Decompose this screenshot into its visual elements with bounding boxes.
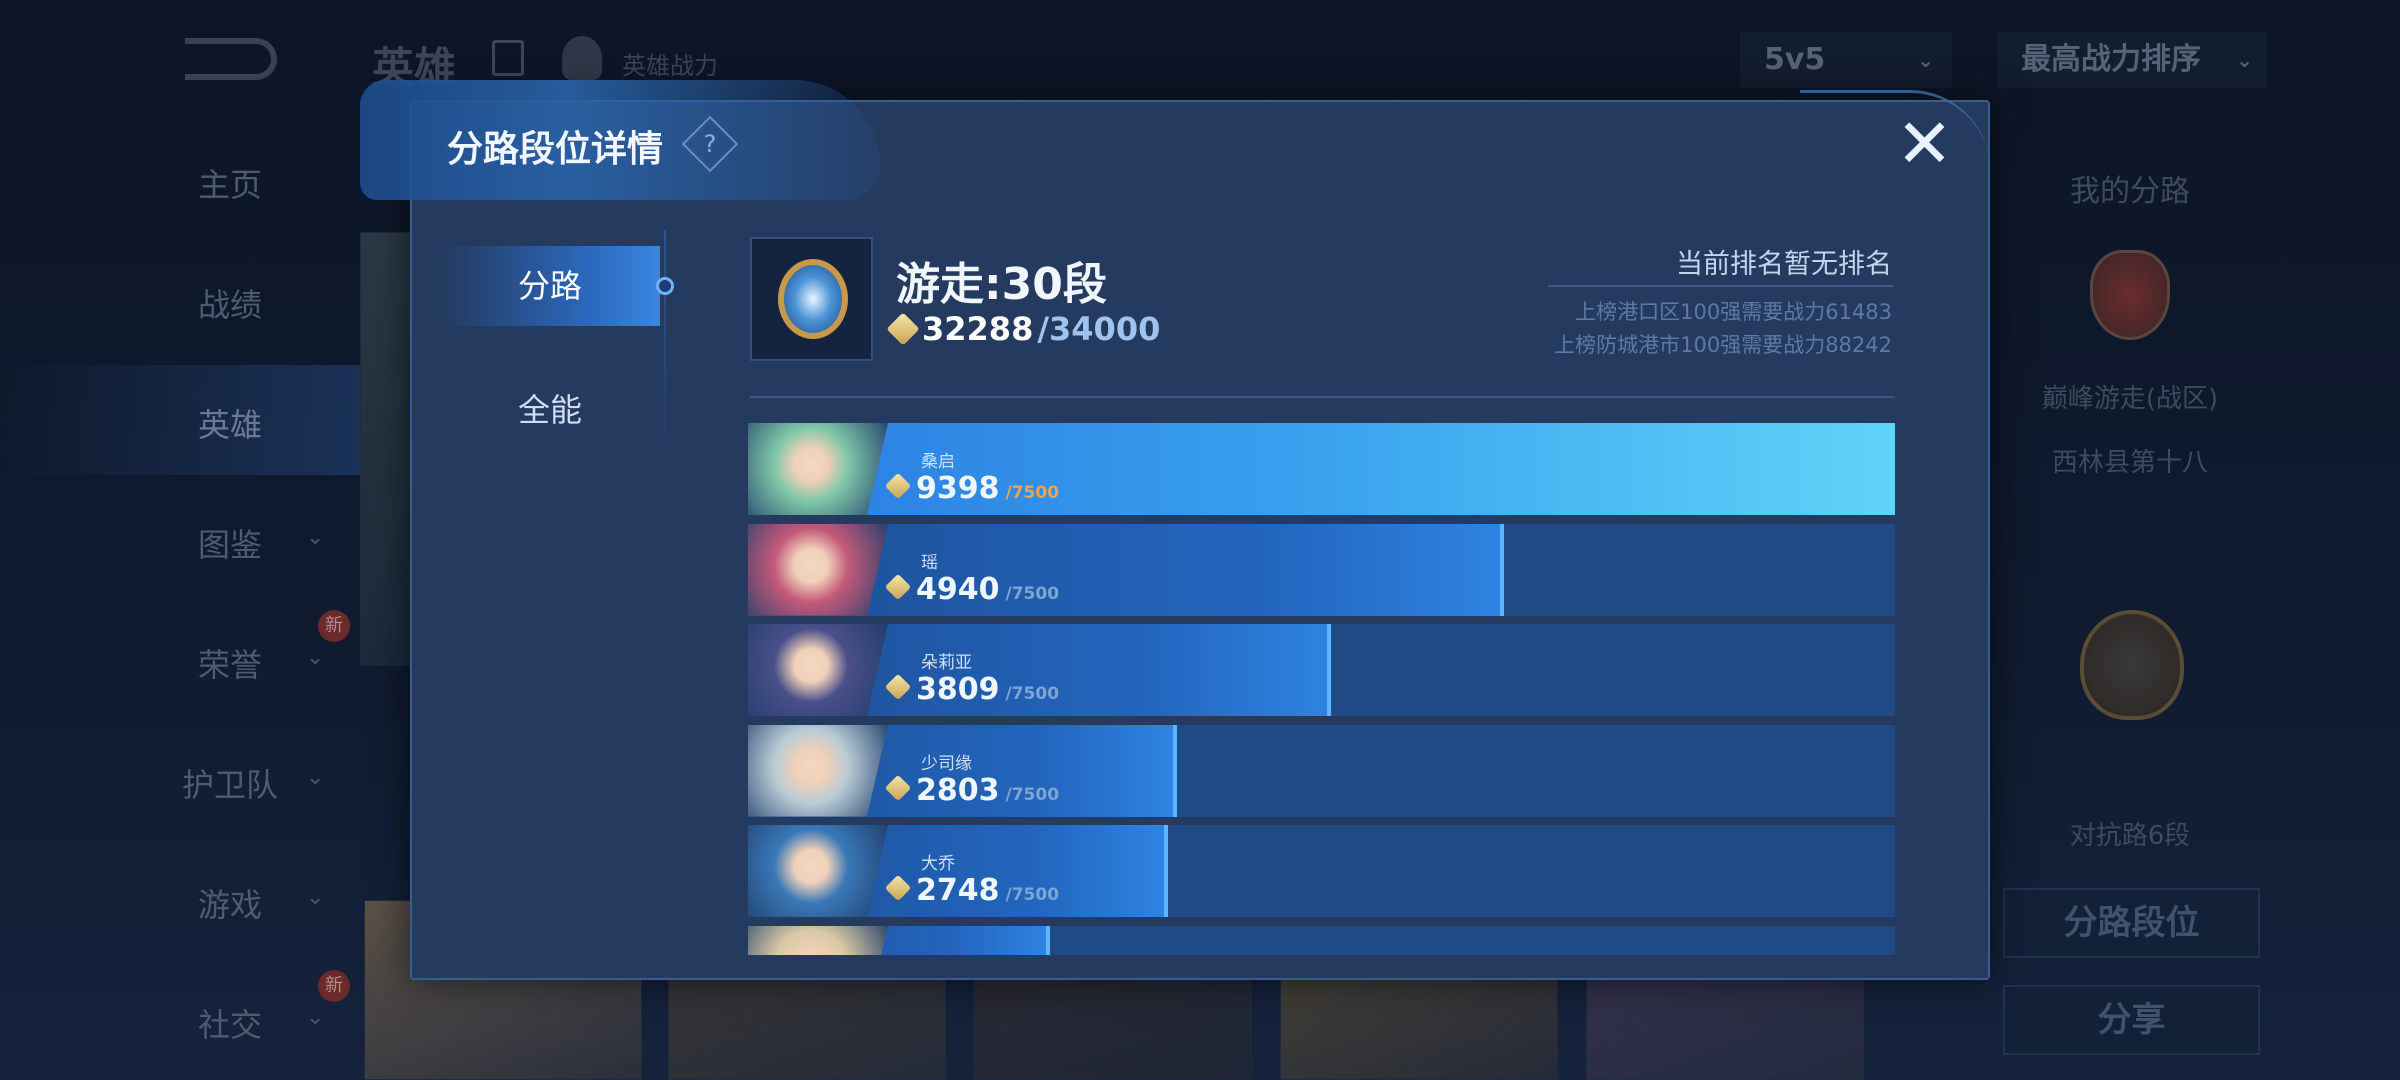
hero-row[interactable]: 瑶 4940 /7500 <box>748 523 1895 616</box>
peak-rank-label: 巅峰游走(战区) <box>2041 384 2219 414</box>
rank-score: 32288/34000 <box>886 310 1161 348</box>
sidebar-active-glow <box>0 365 360 475</box>
hero-portrait <box>748 423 888 515</box>
hero-score-value: 9398 <box>916 471 1000 506</box>
hero-portrait <box>748 624 888 716</box>
power-coin-icon <box>884 874 912 902</box>
active-tab-indicator <box>656 277 674 295</box>
sidebar-item-honor[interactable]: 荣誉 <box>197 646 262 684</box>
hero-row[interactable]: 大乔 2748 /7500 <box>748 825 1895 917</box>
sort-select-value: 最高战力排序 <box>2021 42 2201 77</box>
hero-score: 2803 /7500 <box>884 772 1060 808</box>
hero-score-max: /7500 <box>1005 483 1060 503</box>
hero-score-max: /7500 <box>1005 684 1060 704</box>
hero-name: 朵莉亚 <box>921 653 972 673</box>
chevron-down-icon: ⌄ <box>306 765 325 790</box>
hero-name: 大乔 <box>921 854 955 874</box>
chevron-down-icon: ⌄ <box>306 1005 325 1030</box>
lane-rank-label: 对抗路6段 <box>2069 821 2191 851</box>
lane-rank-button[interactable]: 分路段位 <box>2003 888 2260 958</box>
peak-rank-emblem <box>2090 250 2170 340</box>
hero-score-value: 2748 <box>916 873 1000 908</box>
sidebar-item-atlas[interactable]: 图鉴 <box>197 526 262 564</box>
hero-row[interactable]: 朵莉亚 3809 /7500 <box>748 624 1895 716</box>
my-lane-heading: 我的分路 <box>2070 174 2190 209</box>
sidebar-item-hero[interactable]: 英雄 <box>197 406 262 444</box>
hero-score: 3809 /7500 <box>884 672 1060 707</box>
header-subtitle: 英雄战力 <box>622 52 718 80</box>
district-requirement: 上榜港口区100强需要战力61483 <box>1575 300 1892 324</box>
power-coin-icon <box>884 472 912 500</box>
title-swirl-decoration <box>360 80 880 200</box>
hero-power-icon[interactable] <box>562 36 602 80</box>
score-value: 32288 <box>922 310 1034 348</box>
dialog-title: 分路段位详情 <box>447 129 664 170</box>
hero-name: 桑启 <box>921 452 955 472</box>
hero-name: 瑶 <box>921 552 938 573</box>
hero-score-value: 4940 <box>916 571 1000 607</box>
chevron-down-icon: ⌄ <box>306 525 325 550</box>
sidebar-item-home[interactable]: 主页 <box>197 166 262 204</box>
power-coin-icon <box>884 573 912 600</box>
sidebar-item-guard[interactable]: 护卫队 <box>181 766 278 804</box>
power-coin-icon <box>884 673 912 701</box>
hero-row[interactable]: 桑启 9398 /7500 <box>748 423 1895 515</box>
question-icon: ? <box>703 130 717 158</box>
hero-row[interactable]: 少司缘 2803 /7500 <box>748 724 1895 817</box>
new-badge: 新 <box>318 970 350 1002</box>
back-icon[interactable] <box>185 38 277 80</box>
chevron-down-icon: ⌄ <box>1917 48 1934 72</box>
hero-score-value: 3809 <box>916 672 1000 707</box>
tab-all-round[interactable]: 全能 <box>517 391 582 429</box>
list-icon[interactable] <box>492 40 524 76</box>
sidebar-item-social[interactable]: 社交 <box>197 1006 262 1044</box>
new-badge: 新 <box>318 610 350 642</box>
hero-portrait <box>748 925 888 955</box>
sidebar-item-game[interactable]: 游戏 <box>197 886 262 924</box>
hero-score-max: /7500 <box>1005 583 1060 604</box>
hero-power-list[interactable]: 桑启 9398 /7500 瑶 4940 /7500 朵莉亚 3809 /750… <box>748 423 1895 955</box>
hero-score: 4940 /7500 <box>884 571 1060 607</box>
rank-badge <box>750 237 873 361</box>
city-requirement: 上榜防城港市100强需要战力88242 <box>1554 333 1892 357</box>
ranking-divider <box>1548 285 1893 287</box>
chevron-down-icon: ⌄ <box>306 885 325 910</box>
power-coin-icon <box>884 774 912 801</box>
roam-emblem-icon <box>778 259 848 339</box>
region-rank: 西林县第十八 <box>2051 448 2208 478</box>
share-button[interactable]: 分享 <box>2003 985 2260 1055</box>
sort-select[interactable]: 最高战力排序 ⌄ <box>1997 32 2267 88</box>
hero-portrait <box>748 523 888 616</box>
hero-score: 9398 /7500 <box>884 471 1060 506</box>
lane-rank-emblem <box>2080 610 2184 720</box>
corner-swirl-decoration <box>1800 90 1990 190</box>
tab-divider <box>664 230 666 470</box>
chevron-down-icon: ⌄ <box>306 645 325 670</box>
hero-score-max: /7500 <box>1005 784 1060 805</box>
hero-portrait <box>748 825 888 917</box>
tab-lane[interactable]: 分路 <box>440 246 660 326</box>
score-max: /34000 <box>1037 310 1161 348</box>
hero-score: 2748 /7500 <box>884 873 1060 908</box>
ranking-status: 当前排名暂无排名 <box>1676 249 1892 280</box>
hero-row[interactable] <box>748 925 1895 955</box>
chevron-down-icon: ⌄ <box>2236 48 2253 72</box>
close-icon: ✕ <box>1896 105 1953 184</box>
hero-portrait <box>748 724 888 817</box>
mode-select[interactable]: 5v5 ⌄ <box>1740 32 1952 88</box>
progress-fill <box>748 423 1895 515</box>
sidebar-item-record[interactable]: 战绩 <box>197 286 262 324</box>
hero-name: 少司缘 <box>921 753 972 774</box>
hero-score-max: /7500 <box>1005 885 1060 905</box>
rank-title: 游走:30段 <box>896 259 1107 310</box>
section-divider <box>750 396 1895 398</box>
mode-select-value: 5v5 <box>1764 42 1826 77</box>
hero-score-value: 2803 <box>916 772 1000 808</box>
power-coin-icon <box>886 312 920 346</box>
close-button[interactable]: ✕ <box>1896 110 1953 180</box>
